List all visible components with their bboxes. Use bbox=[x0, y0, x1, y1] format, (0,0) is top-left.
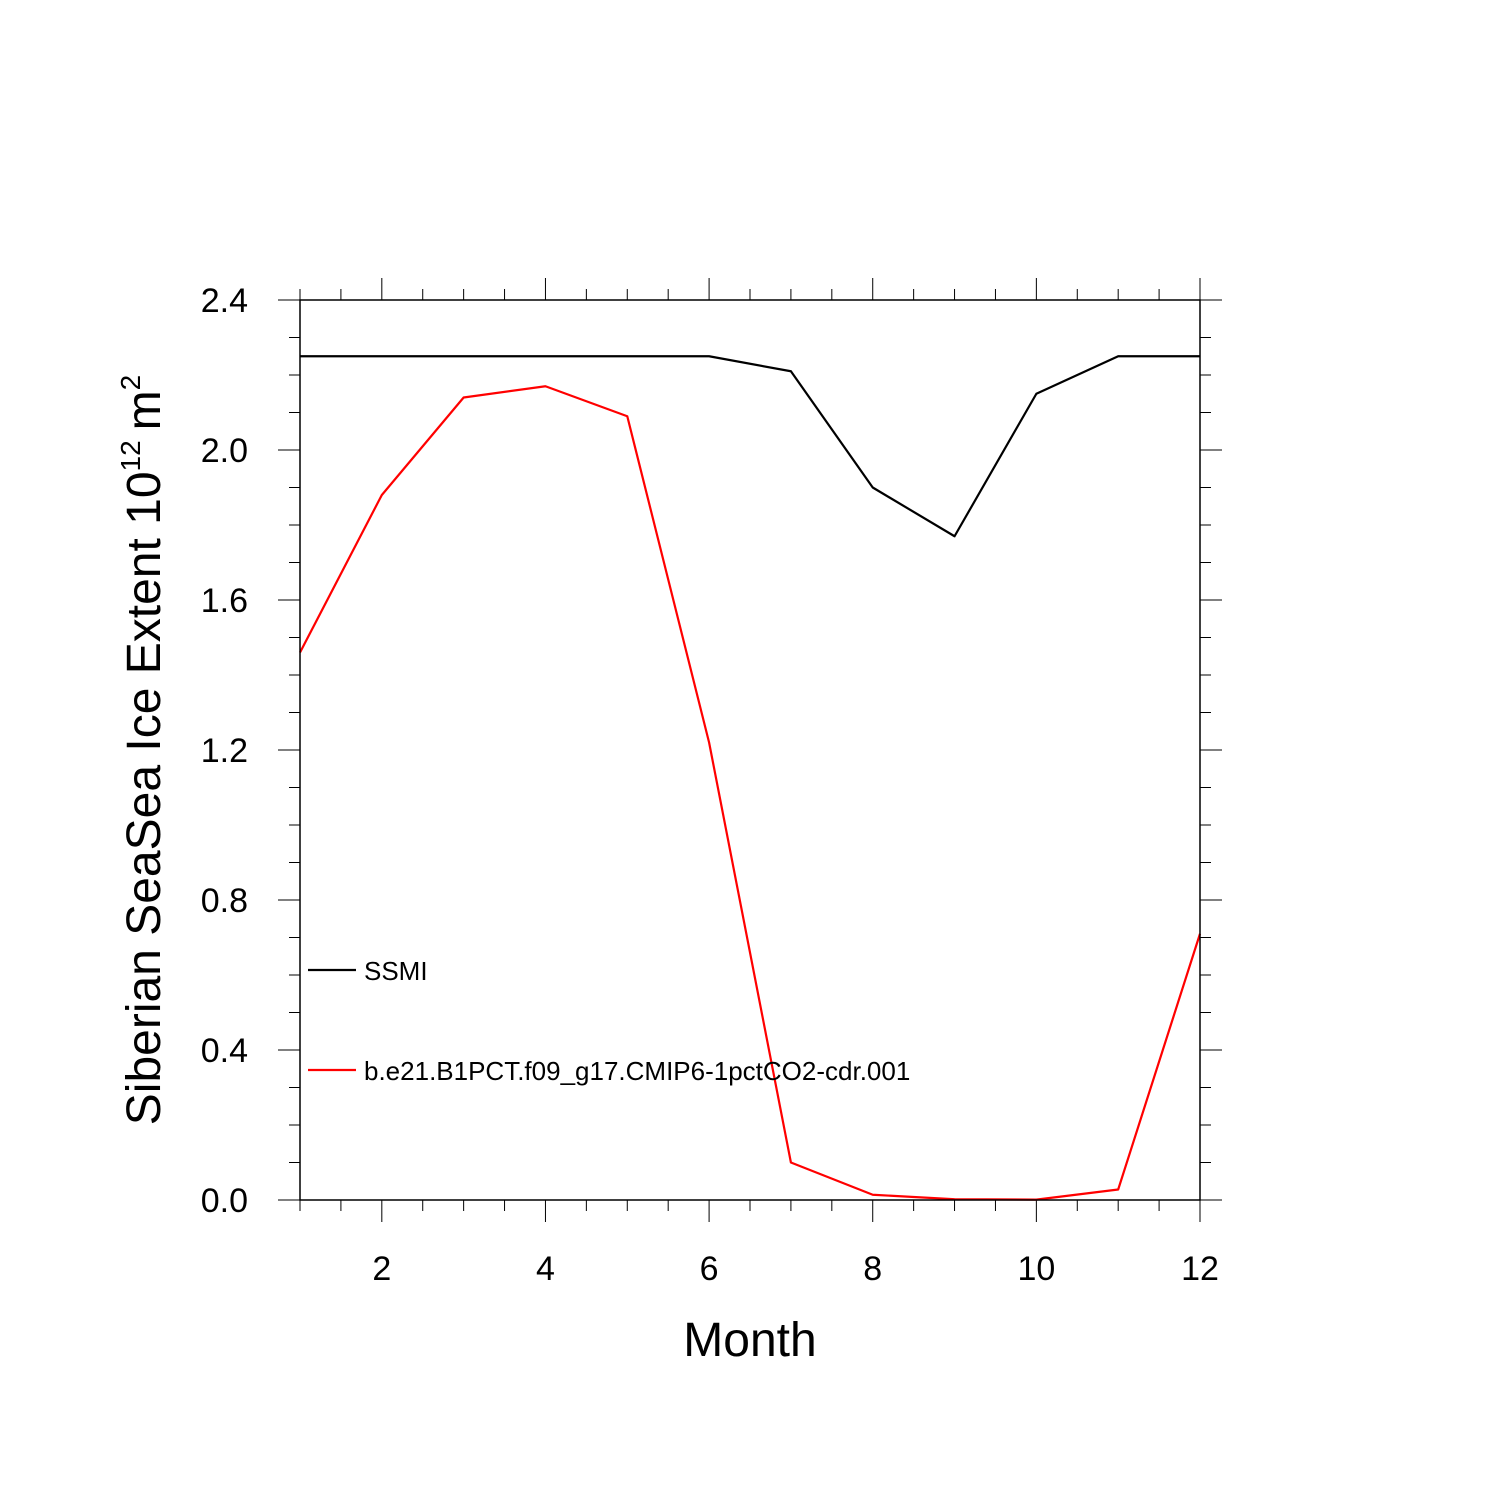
y-tick-label: 1.2 bbox=[201, 732, 248, 770]
y-tick-label: 0.8 bbox=[201, 882, 248, 920]
y-tick-label: 1.6 bbox=[201, 582, 248, 620]
x-tick-label: 2 bbox=[372, 1250, 391, 1288]
legend-label: b.e21.B1PCT.f09_g17.CMIP6-1pctCO2-cdr.00… bbox=[364, 1056, 910, 1086]
y-tick-label: 0.0 bbox=[201, 1182, 248, 1220]
y-axis-title-exponent: 12 bbox=[115, 440, 146, 471]
y-axis-title-unit-exponent: 2 bbox=[115, 375, 146, 391]
x-tick-label: 6 bbox=[700, 1250, 719, 1288]
x-axis-title: Month bbox=[683, 1314, 816, 1367]
x-tick-label: 4 bbox=[536, 1250, 555, 1288]
series-line-ssmi bbox=[300, 355, 1200, 538]
x-tick-labels: 2 4 6 8 10 12 bbox=[372, 1250, 1219, 1288]
y-axis-title-main: Siberian SeaSea Ice Extent 10 bbox=[118, 471, 171, 1125]
plot-frame bbox=[299, 299, 1201, 1201]
x-tick-label: 10 bbox=[1017, 1250, 1055, 1288]
x-tick-label: 12 bbox=[1181, 1250, 1219, 1288]
y-tick-label: 2.0 bbox=[201, 432, 248, 470]
y-tick-label: 0.4 bbox=[201, 1032, 248, 1070]
legend: SSMI b.e21.B1PCT.f09_g17.CMIP6-1pctCO2-cd… bbox=[308, 956, 910, 1086]
y-axis-title: Siberian SeaSea Ice Extent 1012 m2 bbox=[115, 375, 171, 1125]
series-lines bbox=[299, 355, 1202, 1201]
legend-label: SSMI bbox=[364, 956, 428, 986]
tick-marks bbox=[278, 278, 1222, 1222]
series-line-model bbox=[299, 385, 1202, 1201]
y-tick-label: 2.4 bbox=[201, 282, 248, 320]
y-axis-title-unit: m bbox=[118, 390, 171, 430]
x-tick-label: 8 bbox=[863, 1250, 882, 1288]
y-tick-labels: 0.0 0.4 0.8 1.2 1.6 2.0 2.4 bbox=[201, 282, 248, 1220]
